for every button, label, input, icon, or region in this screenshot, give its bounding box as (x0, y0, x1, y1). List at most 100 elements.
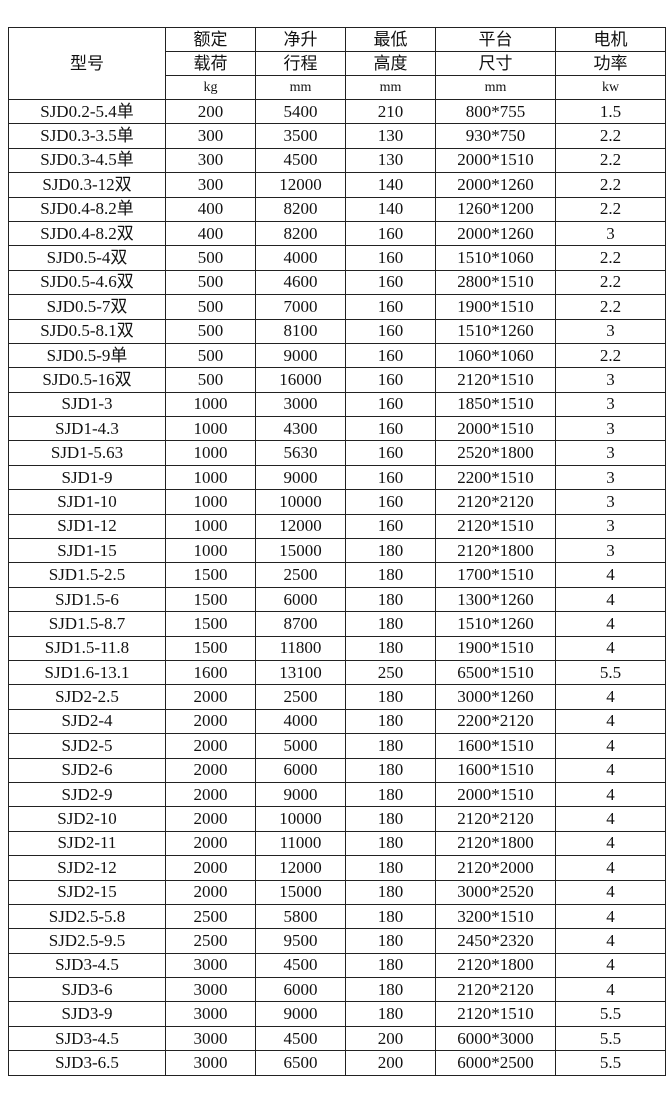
table-cell: 8200 (255, 220, 346, 247)
table-cell: 180 (345, 733, 436, 759)
table-cell: 2120*1800 (435, 538, 556, 564)
table-cell: 1260*1200 (435, 196, 556, 222)
table-cell: 11800 (255, 635, 346, 661)
table-row: SJD0.4-8.2单 400 8200 140 1260*1200 2.2 (8, 196, 666, 222)
table-cell: SJD1.5-11.8 (8, 635, 166, 661)
table-cell: 180 (345, 855, 436, 881)
table-cell: 180 (345, 538, 436, 564)
table-cell: SJD2.5-5.8 (8, 903, 166, 930)
table-cell: 2120*1800 (435, 952, 556, 979)
table-cell: 7000 (255, 294, 346, 320)
table-cell: 2000*1260 (435, 220, 556, 247)
table-cell: 2000*1510 (435, 147, 556, 174)
table-cell: 180 (345, 1001, 436, 1027)
table-cell: SJD0.5-4.6双 (8, 269, 166, 296)
table-cell: SJD2-2.5 (8, 684, 166, 710)
table-cell: 3 (555, 416, 666, 442)
table-cell: SJD0.3-3.5单 (8, 123, 166, 149)
table-cell: 9000 (255, 342, 346, 369)
table-cell: 4 (555, 977, 666, 1003)
table-cell: 6000*3000 (435, 1025, 556, 1052)
table-cell: 15000 (255, 538, 346, 564)
table-cell: 4500 (255, 1025, 346, 1052)
table-cell: 6000*2500 (435, 1050, 556, 1076)
header-model: 型号 (8, 27, 166, 100)
table-cell: SJD2-11 (8, 830, 166, 857)
table-cell: 3000 (165, 1050, 256, 1076)
table-cell: 2000 (165, 855, 256, 881)
table-cell: 5.5 (555, 1050, 666, 1076)
table-cell: 4000 (255, 708, 346, 735)
table-cell: 12000 (255, 172, 346, 198)
table-cell: 160 (345, 391, 436, 418)
table-cell: 4000 (255, 245, 346, 271)
table-cell: 130 (345, 123, 436, 149)
table-cell: 10000 (255, 489, 346, 515)
table-cell: SJD2-5 (8, 733, 166, 759)
table-cell: 4 (555, 733, 666, 759)
table-row: SJD0.3-3.5单 300 3500 130 930*750 2.2 (8, 123, 666, 149)
table-cell: 180 (345, 952, 436, 979)
table-cell: SJD0.3-4.5单 (8, 147, 166, 174)
table-cell: 3 (555, 318, 666, 344)
table-cell: 180 (345, 611, 436, 637)
table-cell: 4 (555, 830, 666, 857)
header-cell: 最低 (345, 27, 436, 52)
table-cell: 3 (555, 489, 666, 515)
table-cell: 180 (345, 806, 436, 832)
table-cell: 10000 (255, 806, 346, 832)
table-cell: 2000 (165, 781, 256, 808)
table-cell: 11000 (255, 830, 346, 857)
header-cell: 尺寸 (435, 51, 556, 76)
table-cell: SJD0.5-16双 (8, 367, 166, 393)
table-row: SJD1-15 1000 15000 180 2120*1800 3 (8, 538, 666, 564)
table-cell: 1300*1260 (435, 586, 556, 613)
table-cell: 4 (555, 952, 666, 979)
header-row-2: 载荷 行程 高度 尺寸 功率 (9, 51, 666, 76)
table-cell: SJD3-4.5 (8, 1025, 166, 1052)
table-cell: 500 (165, 342, 256, 369)
table-row: SJD2-11 2000 11000 180 2120*1800 4 (8, 830, 666, 857)
table-cell: 1000 (165, 464, 256, 491)
table-cell: 3 (555, 464, 666, 491)
table-cell: 180 (345, 757, 436, 783)
table-cell: 160 (345, 318, 436, 344)
table-cell: 2200*2120 (435, 708, 556, 735)
table-cell: 1000 (165, 513, 256, 540)
table-cell: SJD0.5-7双 (8, 294, 166, 320)
table-cell: SJD0.3-12双 (8, 172, 166, 198)
table-cell: 2000 (165, 806, 256, 832)
table-cell: 9000 (255, 781, 346, 808)
table-cell: 180 (345, 635, 436, 661)
table-cell: 160 (345, 245, 436, 271)
table-cell: 3200*1510 (435, 903, 556, 930)
table-cell: 2000 (165, 879, 256, 905)
table-cell: 180 (345, 830, 436, 857)
table-cell: 160 (345, 513, 436, 540)
table-header: 型号 额定 净升 最低 平台 电机 载荷 行程 高度 尺寸 功率 kg mm m… (8, 27, 666, 100)
table-cell: 2.2 (555, 245, 666, 271)
table-cell: 2000 (165, 830, 256, 857)
header-cell: 额定 (165, 27, 256, 52)
table-cell: 180 (345, 708, 436, 735)
table-cell: 2120*2120 (435, 977, 556, 1003)
table-cell: 2000 (165, 708, 256, 735)
table-cell: 4 (555, 635, 666, 661)
table-cell: 4600 (255, 269, 346, 296)
table-cell: 5630 (255, 440, 346, 466)
table-cell: SJD0.4-8.2单 (8, 196, 166, 222)
table-cell: 200 (345, 1025, 436, 1052)
table-cell: SJD2-15 (8, 879, 166, 905)
table-cell: SJD2-10 (8, 806, 166, 832)
table-cell: 180 (345, 781, 436, 808)
table-cell: 500 (165, 269, 256, 296)
table-cell: 2.2 (555, 147, 666, 174)
table-cell: 4 (555, 684, 666, 710)
header-unit-row: kg mm mm mm kw (9, 75, 666, 100)
table-cell: 2500 (165, 928, 256, 954)
table-cell: 160 (345, 464, 436, 491)
table-cell: 300 (165, 172, 256, 198)
table-row: SJD1-10 1000 10000 160 2120*2120 3 (8, 489, 666, 515)
table-cell: 160 (345, 416, 436, 442)
table-cell: 2.2 (555, 123, 666, 149)
